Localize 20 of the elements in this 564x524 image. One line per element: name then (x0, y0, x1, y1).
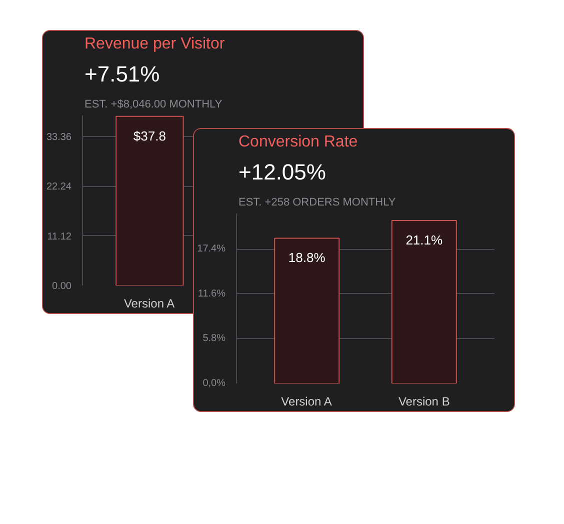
y-tick-label: 22.24 (46, 182, 72, 193)
x-tick-label: Version A (124, 296, 175, 310)
data-label: 18.8% (288, 250, 326, 266)
text: EST. +258 ORDERS MONTHLY (238, 196, 396, 208)
y-tick-label: 0.00 (52, 281, 72, 292)
y-tick-label: 11.12 (47, 231, 72, 242)
y-tick-label: 17.4% (197, 244, 226, 255)
chart-title: Conversion Rate (238, 134, 358, 150)
data-label: 21.1% (406, 232, 444, 248)
y-tick-label: 11.6% (198, 288, 226, 300)
chart-subtitle: +12.05% (238, 160, 326, 184)
data-label: $37.8 (133, 128, 166, 144)
y-tick-label: 33.36 (46, 132, 72, 143)
x-tick-label: Version B (398, 394, 450, 408)
chart-subtitle: +7.51% (84, 62, 160, 86)
x-tick-label: Version A (281, 394, 332, 408)
y-tick-label: 0,0% (202, 378, 226, 389)
chart-title: Revenue per Visitor (84, 36, 226, 52)
y-tick-label: 5.8% (202, 333, 226, 344)
text: EST. +$8,046.00 MONTHLY (84, 98, 223, 110)
